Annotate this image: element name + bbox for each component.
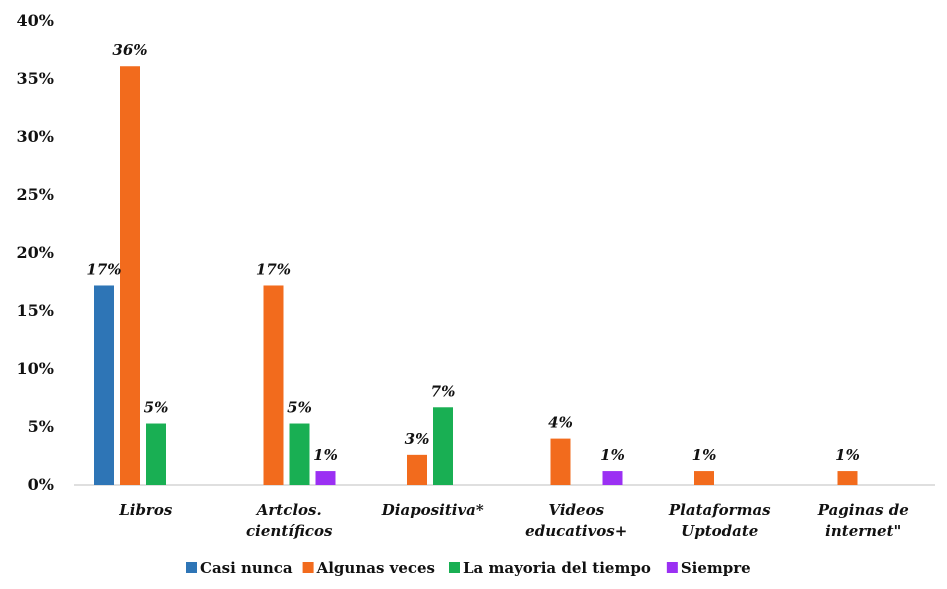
- bar: [94, 285, 114, 485]
- bar: [837, 471, 858, 485]
- bar: [120, 66, 140, 486]
- y-tick-label: 0%: [28, 475, 54, 494]
- data-label: 1%: [600, 446, 625, 464]
- data-label: 4%: [548, 414, 573, 432]
- bar: [550, 438, 571, 485]
- x-category-label: Libros: [118, 501, 173, 519]
- y-tick-label: 15%: [17, 301, 54, 320]
- x-category-label: educativos+: [525, 522, 627, 540]
- legend-swatch: [302, 562, 314, 573]
- bar: [407, 454, 427, 485]
- legend-label: Casi nunca: [200, 559, 293, 577]
- bar: [602, 471, 623, 485]
- y-tick-label: 10%: [17, 359, 54, 378]
- data-label: 3%: [405, 430, 430, 448]
- legend-label: La mayoria del tiempo: [463, 559, 651, 577]
- y-tick-label: 25%: [17, 185, 54, 204]
- legend: Casi nunca Algunas veces La mayoria del ti…: [186, 559, 751, 577]
- x-axis: Libros Artclos. científicos Diapositiva* Vid…: [118, 501, 909, 540]
- data-label: 17%: [86, 260, 121, 278]
- x-category-label: Diapositiva*: [381, 501, 484, 519]
- data-label: 1%: [835, 446, 860, 464]
- data-labels: 17% 36% 5% 17% 5% 1% 3% 7% 4% 1% 1% 1%: [86, 41, 859, 464]
- x-category-label: Uptodate: [681, 522, 758, 540]
- y-tick-label: 5%: [28, 417, 54, 436]
- bar: [289, 423, 310, 485]
- y-tick-label: 30%: [17, 127, 54, 146]
- legend-swatch: [666, 562, 678, 573]
- x-category-label: Paginas de: [817, 501, 909, 519]
- y-tick-label: 20%: [17, 243, 54, 262]
- y-tick-label: 40%: [17, 11, 54, 30]
- data-label: 1%: [692, 446, 717, 464]
- legend-swatch: [449, 562, 460, 573]
- data-label: 5%: [144, 399, 169, 417]
- y-tick-label: 35%: [17, 69, 54, 88]
- x-category-label: Artclos.: [255, 501, 322, 519]
- legend-swatch: [186, 562, 197, 573]
- bar: [146, 423, 166, 485]
- x-category-label: Videos: [548, 501, 604, 519]
- bars: [94, 66, 858, 486]
- legend-label: Algunas veces: [316, 559, 435, 577]
- data-label: 36%: [112, 41, 147, 59]
- bar: [263, 285, 284, 485]
- x-category-label: Plataformas: [668, 501, 771, 519]
- data-label: 7%: [431, 382, 456, 400]
- x-category-label: científicos: [246, 522, 333, 540]
- data-label: 5%: [287, 399, 312, 417]
- bar: [433, 407, 453, 485]
- bar: [315, 471, 336, 485]
- x-category-label: internet": [825, 522, 901, 540]
- y-axis: 0% 5% 10% 15% 20% 25% 30% 35% 40%: [17, 11, 935, 494]
- data-label: 1%: [313, 446, 338, 464]
- legend-label: Siempre: [681, 559, 751, 577]
- data-label: 17%: [256, 260, 291, 278]
- bar: [694, 471, 714, 485]
